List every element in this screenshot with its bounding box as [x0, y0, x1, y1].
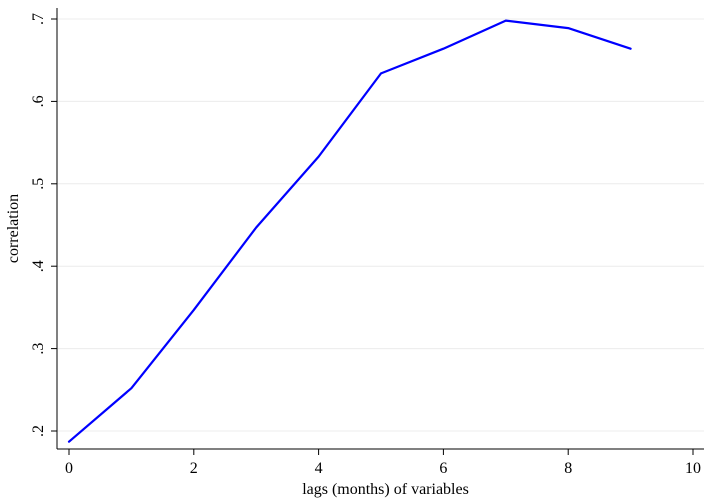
series-line	[67, 19, 632, 443]
y-tick-label: .7	[30, 13, 47, 25]
x-axis-title: lags (months) of variables	[302, 481, 469, 498]
y-tick-label: .4	[30, 260, 47, 272]
grid-lines	[57, 18, 704, 432]
series-layer	[67, 19, 632, 443]
y-axis-title: correlation	[5, 194, 22, 263]
x-tick-label: 4	[315, 460, 323, 477]
x-axis-ticks: 0 2 4 6 8 10	[65, 449, 701, 477]
x-tick-label: 0	[65, 460, 73, 477]
y-tick-label: .2	[30, 425, 47, 437]
y-axis-ticks: .2 .3 .4 .5 .6 .7	[30, 13, 57, 437]
x-tick-label: 10	[685, 460, 701, 477]
y-tick-label: .6	[30, 95, 47, 107]
x-tick-label: 2	[190, 460, 198, 477]
y-tick-label: .5	[30, 178, 47, 190]
x-tick-label: 8	[564, 460, 572, 477]
x-tick-label: 6	[439, 460, 447, 477]
y-tick-label: .3	[30, 343, 47, 355]
